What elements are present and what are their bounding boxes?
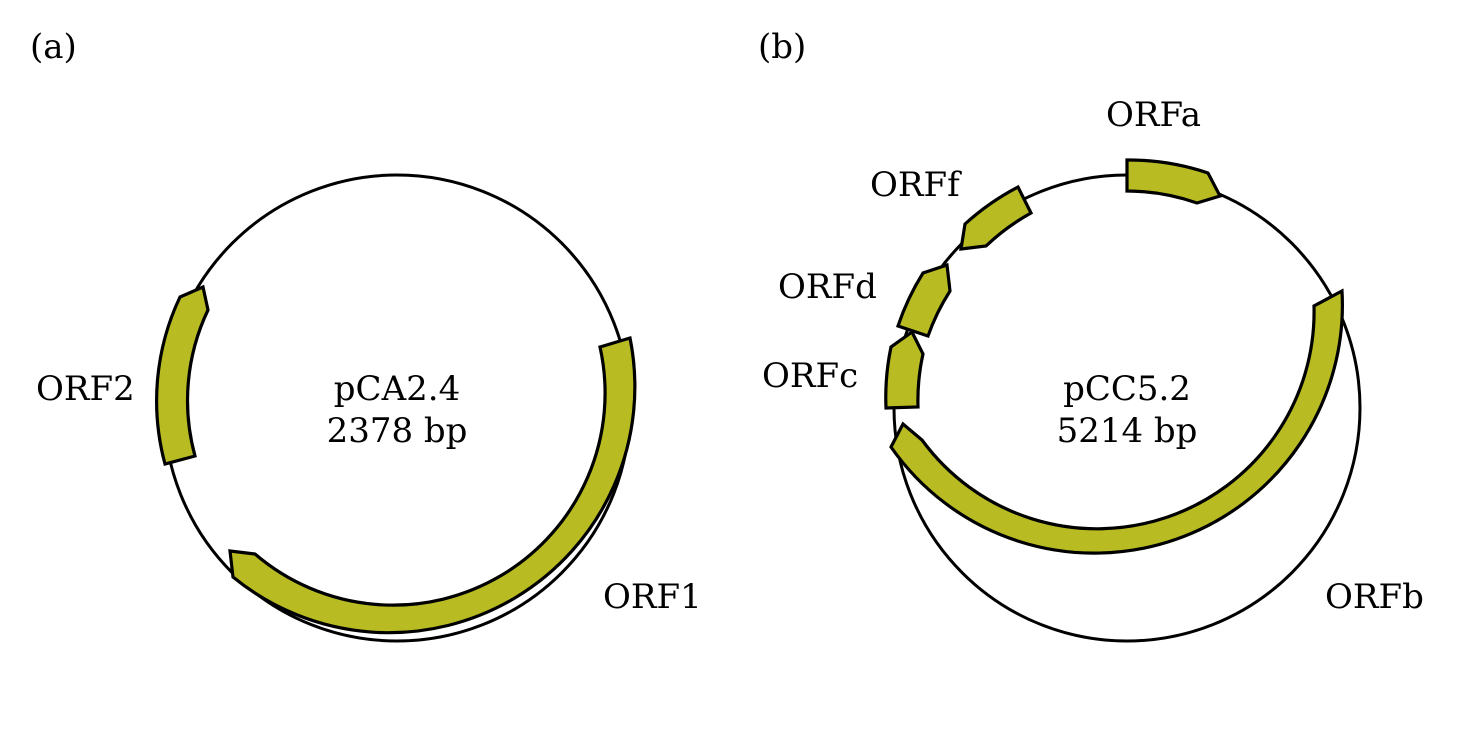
orfc-label: ORFc: [762, 356, 858, 396]
plasmid-name-a: pCA2.4: [334, 369, 460, 409]
orfa-label: ORFa: [1106, 95, 1201, 135]
orf2-arrow: [155, 284, 210, 466]
plasmid-size-a: 2378 bp: [327, 411, 468, 451]
orf1-label: ORF1: [603, 577, 702, 617]
plasmid-size-b: 5214 bp: [1057, 411, 1198, 451]
panel-a-tag: (a): [30, 27, 77, 67]
panel-a: (a) pCA2.4 2378 bp ORF1 ORF2: [30, 27, 702, 643]
orfd-label: ORFd: [778, 267, 877, 307]
panel-b: (b) pCC5.2 5214 bp ORFa ORFb ORFc ORFd O…: [758, 27, 1424, 643]
orfd-arrow: [895, 262, 952, 339]
orfc-arrow: [884, 329, 925, 410]
panel-b-tag: (b): [758, 27, 806, 67]
plasmid-name-b: pCC5.2: [1063, 369, 1191, 409]
orfb-arrow: [889, 288, 1344, 555]
orf1-arrow: [228, 335, 637, 635]
orf2-label: ORF2: [36, 369, 135, 409]
orff-arrow: [959, 184, 1034, 251]
orff-label: ORFf: [870, 165, 962, 205]
orfa-arrow: [1125, 158, 1223, 205]
orfb-label: ORFb: [1325, 577, 1424, 617]
